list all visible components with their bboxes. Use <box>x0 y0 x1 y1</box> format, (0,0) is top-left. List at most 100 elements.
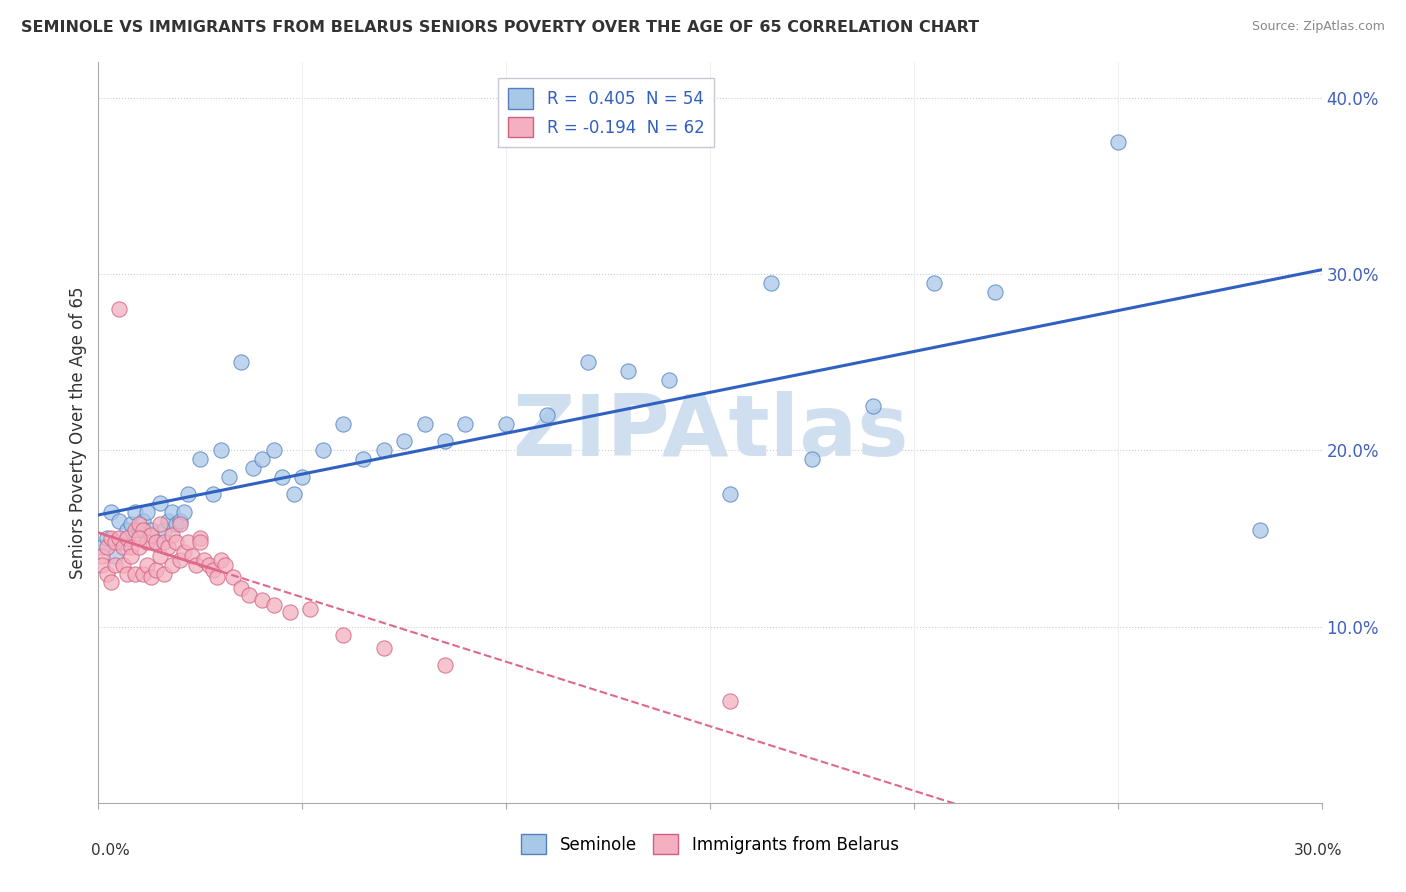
Point <box>278 606 301 620</box>
Point <box>434 658 457 673</box>
Point <box>270 469 294 483</box>
Point <box>104 535 127 549</box>
Text: SEMINOLE VS IMMIGRANTS FROM BELARUS SENIORS POVERTY OVER THE AGE OF 65 CORRELATI: SEMINOLE VS IMMIGRANTS FROM BELARUS SENI… <box>21 20 979 35</box>
Point <box>209 552 232 566</box>
Point <box>454 417 477 431</box>
Point <box>96 566 118 581</box>
Point <box>156 540 179 554</box>
Point <box>617 364 640 378</box>
Point <box>250 593 273 607</box>
Point <box>222 570 245 584</box>
Point <box>658 373 681 387</box>
Point <box>160 558 183 572</box>
Point <box>91 549 114 563</box>
Point <box>165 517 187 532</box>
Point <box>156 514 179 528</box>
Point <box>152 535 174 549</box>
Point <box>115 523 138 537</box>
Point <box>145 535 167 549</box>
Point <box>188 532 212 546</box>
Point <box>108 514 131 528</box>
Point <box>231 355 253 369</box>
Point <box>132 523 155 537</box>
Point <box>145 535 167 549</box>
Point <box>91 540 114 554</box>
Point <box>352 452 374 467</box>
Point <box>165 535 187 549</box>
Text: 0.0%: 0.0% <box>91 843 131 857</box>
Point <box>152 566 174 581</box>
Point <box>1107 135 1129 149</box>
Point <box>173 545 195 559</box>
Point <box>576 355 599 369</box>
Point <box>173 505 195 519</box>
Point <box>132 514 155 528</box>
Point <box>312 443 335 458</box>
Point <box>413 417 436 431</box>
Point <box>141 528 163 542</box>
Point <box>128 517 150 532</box>
Point <box>100 575 122 590</box>
Point <box>145 563 167 577</box>
Point <box>115 566 138 581</box>
Point <box>392 434 416 449</box>
Point <box>149 496 172 510</box>
Point <box>332 417 354 431</box>
Point <box>434 434 457 449</box>
Point <box>128 532 150 546</box>
Point <box>169 514 191 528</box>
Point <box>238 588 260 602</box>
Point <box>263 599 285 613</box>
Point <box>100 532 122 546</box>
Point <box>141 570 163 584</box>
Point <box>283 487 305 501</box>
Point <box>124 505 146 519</box>
Point <box>718 693 742 707</box>
Point <box>188 535 212 549</box>
Point <box>373 640 395 655</box>
Point <box>201 487 224 501</box>
Point <box>250 452 273 467</box>
Point <box>291 469 314 483</box>
Point <box>132 566 155 581</box>
Point <box>495 417 517 431</box>
Point <box>100 505 122 519</box>
Point <box>984 285 1007 299</box>
Point <box>91 558 114 572</box>
Point <box>169 517 191 532</box>
Point <box>177 535 200 549</box>
Text: 30.0%: 30.0% <box>1295 843 1343 857</box>
Point <box>332 628 354 642</box>
Point <box>136 558 159 572</box>
Point <box>141 523 163 537</box>
Point <box>186 558 208 572</box>
Point <box>136 535 159 549</box>
Point <box>152 523 174 537</box>
Point <box>299 602 322 616</box>
Point <box>201 563 224 577</box>
Point <box>108 532 131 546</box>
Point <box>108 302 131 317</box>
Point <box>124 523 146 537</box>
Point <box>96 540 118 554</box>
Point <box>801 452 824 467</box>
Point <box>169 552 191 566</box>
Point <box>149 517 172 532</box>
Point <box>922 276 945 290</box>
Point <box>1249 523 1271 537</box>
Text: Source: ZipAtlas.com: Source: ZipAtlas.com <box>1251 20 1385 33</box>
Point <box>242 461 264 475</box>
Point <box>373 443 395 458</box>
Point <box>104 558 127 572</box>
Point <box>718 487 742 501</box>
Point <box>149 549 172 563</box>
Point <box>205 570 228 584</box>
Legend: R =  0.405  N = 54, R = -0.194  N = 62: R = 0.405 N = 54, R = -0.194 N = 62 <box>498 78 714 147</box>
Point <box>761 276 783 290</box>
Point <box>120 540 142 554</box>
Point <box>231 581 253 595</box>
Point <box>188 452 212 467</box>
Point <box>120 517 142 532</box>
Text: ZIPAtlas: ZIPAtlas <box>512 391 908 475</box>
Point <box>96 532 118 546</box>
